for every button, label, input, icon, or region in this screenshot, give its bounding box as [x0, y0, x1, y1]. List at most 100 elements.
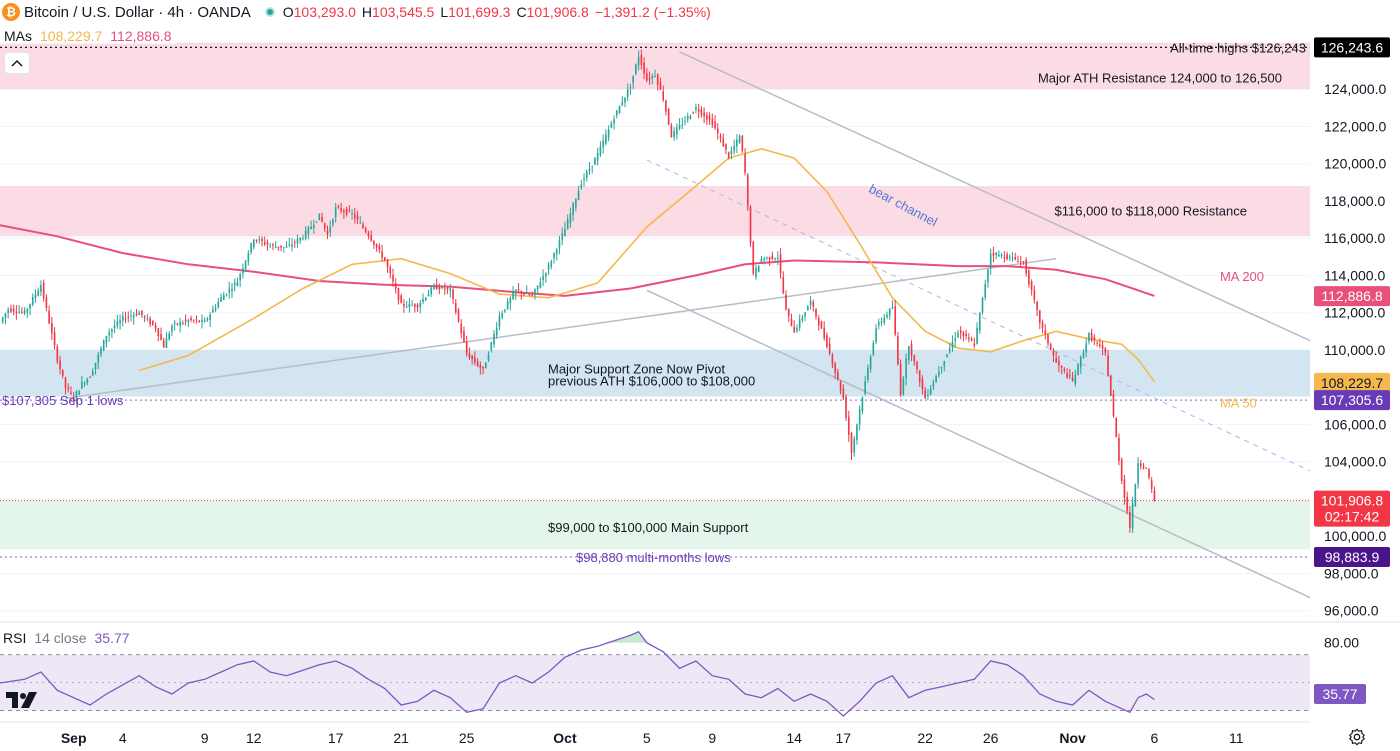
- candle-body: [471, 355, 473, 360]
- candle-body: [184, 320, 187, 322]
- candle: [575, 198, 577, 212]
- ohlc-high: H103,545.5: [361, 4, 435, 20]
- candle: [45, 294, 48, 312]
- candle-body: [152, 320, 154, 325]
- candle: [760, 255, 763, 264]
- candle-body: [815, 309, 817, 317]
- candle-body: [1126, 496, 1128, 512]
- candle: [203, 317, 206, 323]
- candle: [850, 431, 853, 460]
- symbol-title[interactable]: Bitcoin / U.S. Dollar · 4h · OANDA: [24, 3, 251, 21]
- price-tag-label: 98,883.9: [1325, 549, 1380, 565]
- candle: [790, 313, 793, 327]
- candle: [7, 307, 10, 319]
- candle-body: [493, 333, 495, 345]
- candle: [591, 165, 594, 174]
- rsi-legend[interactable]: RSI 14 close 35.77: [3, 630, 130, 646]
- countdown-label: 02:17:42: [1325, 509, 1380, 525]
- candle-body: [711, 118, 714, 125]
- x-tick-label: 17: [328, 730, 344, 746]
- candle: [263, 236, 266, 247]
- candle-body: [1074, 374, 1077, 384]
- candle: [779, 248, 782, 279]
- candle: [291, 237, 293, 252]
- candle-body: [768, 257, 771, 260]
- candle: [602, 134, 604, 154]
- candle: [1038, 309, 1041, 330]
- candle: [231, 282, 233, 298]
- candle-body: [4, 313, 7, 318]
- candle: [1093, 334, 1096, 346]
- ma-legend[interactable]: MAs 108,229.7 112,886.8: [0, 28, 176, 44]
- candle-body: [580, 184, 583, 189]
- candle: [195, 315, 198, 324]
- candle: [424, 296, 427, 302]
- gear-icon[interactable]: [1348, 728, 1366, 746]
- candle-body: [222, 295, 225, 301]
- candle: [1052, 347, 1055, 363]
- candle: [651, 73, 654, 85]
- candle: [793, 320, 796, 333]
- candle-body: [37, 290, 40, 296]
- candle-body: [116, 321, 119, 326]
- x-tick-label: 17: [836, 730, 852, 746]
- rsi-value: 35.77: [94, 630, 130, 646]
- candle: [214, 304, 217, 313]
- candle-body: [823, 327, 826, 338]
- candle-body: [359, 222, 362, 224]
- candle-body: [1025, 260, 1027, 274]
- candle: [1066, 368, 1068, 379]
- candle-body: [1003, 256, 1006, 259]
- candle: [776, 251, 779, 266]
- candle-body: [760, 258, 763, 263]
- candle-body: [435, 284, 438, 290]
- candle-body: [405, 306, 408, 308]
- tradingview-logo[interactable]: [4, 688, 40, 712]
- candle-body: [247, 253, 250, 262]
- y-tick-label: 100,000.0: [1324, 528, 1386, 544]
- candle: [105, 335, 108, 348]
- candle-body: [149, 318, 151, 325]
- candle: [460, 319, 463, 339]
- candle: [351, 209, 353, 220]
- candle-body: [15, 311, 18, 313]
- ma50-value: 108,229.7: [40, 28, 103, 44]
- candle: [697, 103, 700, 119]
- candle-body: [957, 332, 959, 338]
- candle-body: [1120, 459, 1123, 482]
- candle-body: [856, 424, 858, 441]
- candle: [29, 303, 31, 316]
- candle: [886, 311, 888, 320]
- candle: [681, 117, 684, 130]
- candle-body: [738, 136, 741, 144]
- ath-label: All-time highs $126,243: [1170, 40, 1306, 55]
- candle-body: [545, 273, 547, 277]
- x-tick-label: 9: [708, 730, 716, 746]
- candle: [419, 299, 422, 314]
- candle: [182, 320, 184, 326]
- candle: [613, 115, 615, 130]
- candle: [332, 218, 334, 228]
- bitcoin-icon: ₿: [2, 3, 20, 21]
- candle-body: [837, 371, 839, 380]
- candle: [1134, 483, 1137, 507]
- candle-body: [296, 238, 299, 244]
- candle: [435, 278, 438, 290]
- candle-body: [916, 361, 918, 370]
- candle: [21, 307, 23, 314]
- candle-body: [1142, 466, 1145, 469]
- candle-body: [7, 309, 10, 313]
- collapse-legend-button[interactable]: [4, 52, 30, 74]
- candle-body: [348, 210, 351, 212]
- candle-body: [83, 383, 86, 385]
- candle: [684, 116, 686, 126]
- candle-body: [283, 246, 285, 248]
- candle: [212, 305, 214, 313]
- candle-body: [864, 381, 866, 394]
- candle-body: [1090, 333, 1093, 341]
- candle: [252, 238, 255, 250]
- candle-body: [752, 242, 755, 274]
- candle-body: [504, 309, 506, 312]
- candle-body: [460, 323, 463, 334]
